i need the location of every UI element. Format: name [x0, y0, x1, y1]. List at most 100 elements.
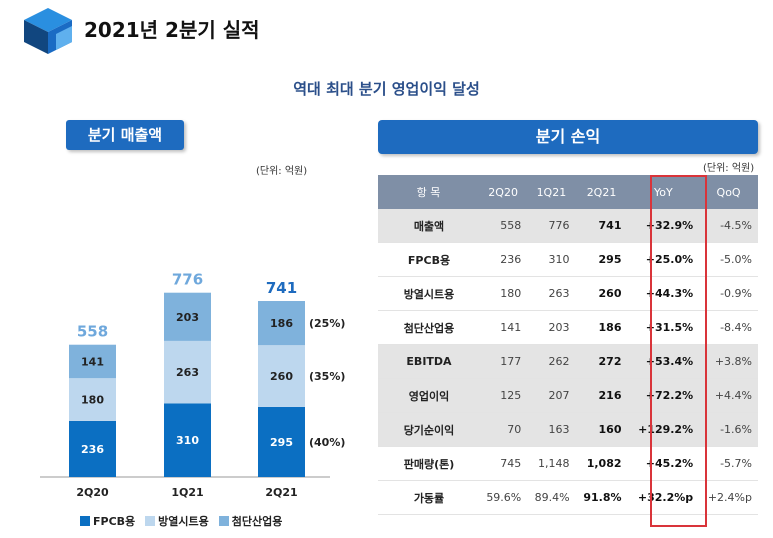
bar-value-label: 186: [270, 317, 293, 330]
table-cell: -4.5%: [699, 209, 758, 243]
share-label: (35%): [309, 370, 345, 383]
table-cell: 558: [479, 209, 528, 243]
table-cell: -5.0%: [699, 242, 758, 277]
table-cell: 295: [575, 242, 628, 277]
bar-segment: [164, 292, 211, 341]
table-row: 매출액 558 776 741 +32.9% -4.5%: [378, 209, 758, 243]
table-cell: 272: [575, 344, 628, 379]
legend-label: 방열시트용: [158, 515, 209, 528]
legend-swatch: [145, 516, 156, 526]
bar-segment: [69, 420, 116, 477]
table-cell: 177: [479, 344, 528, 379]
row-label: 방열시트용: [378, 276, 479, 311]
table-cell: 70: [479, 412, 528, 447]
pl-table-body: 매출액 558 776 741 +32.9% -4.5% FPCB용 236 310 295 +25…: [378, 209, 758, 515]
bar-segment: [258, 301, 305, 346]
table-row: 당기순이익 70 163 160 +129.2% -1.6%: [378, 412, 758, 447]
table-cell: 59.6%: [479, 480, 528, 515]
table-cell: +32.9%: [627, 209, 700, 243]
table-cell: +2.4%p: [699, 480, 758, 515]
table-cell: +3.8%: [699, 344, 758, 379]
category-tick-label: 2Q21: [265, 486, 297, 499]
table-row: EBITDA 177 262 272 +53.4% +3.8%: [378, 344, 758, 379]
table-cell: 89.4%: [527, 480, 576, 515]
company-logo-icon: [24, 8, 72, 54]
table-cell: -5.7%: [699, 446, 758, 481]
bar-segment: [164, 340, 211, 404]
legend-label: 첨단산업용: [231, 515, 283, 528]
row-label: 당기순이익: [378, 412, 479, 447]
table-cell: 262: [527, 344, 576, 379]
legend-swatch: [218, 516, 229, 526]
bar-value-label: 263: [176, 366, 199, 379]
bar-value-label: 260: [270, 370, 293, 383]
pl-table: 항 목 2Q20 1Q21 2Q21 YoY QoQ 매출액 558 776 741 +…: [378, 175, 758, 515]
table-cell: 186: [575, 310, 628, 345]
category-tick-label: 2Q20: [76, 486, 109, 499]
col-header-yoy: YoY: [627, 175, 700, 209]
bar-value-label: 180: [81, 394, 104, 407]
bar-total-label: 776: [172, 271, 203, 289]
table-cell: 741: [575, 209, 628, 243]
left-unit-label: (단위: 억원): [256, 166, 308, 177]
table-cell: 216: [575, 378, 628, 413]
table-cell: -1.6%: [699, 412, 758, 447]
table-cell: +31.5%: [627, 310, 700, 345]
quarterly-revenue-chart: 236 180 141 558 2Q20 310 263 203 776 1Q21 295 (40%)…: [40, 271, 345, 499]
table-cell: -0.9%: [699, 276, 758, 311]
row-label: EBITDA: [378, 344, 479, 379]
table-row: 가동률 59.6% 89.4% 91.8% +32.2%p +2.4%p: [378, 480, 758, 515]
table-cell: +129.2%: [627, 412, 700, 447]
right-unit-label: (단위: 억원): [703, 163, 755, 174]
bar-value-label: 141: [81, 355, 104, 368]
row-label: 첨단산업용: [378, 310, 479, 345]
table-cell: +72.2%: [627, 378, 700, 413]
share-label: (25%): [309, 317, 345, 330]
table-cell: +44.3%: [627, 276, 700, 311]
quarterly-pl-header: 분기 손익: [378, 120, 758, 154]
legend-item-advanced: 첨단산업용: [218, 513, 283, 529]
col-header-1q21: 1Q21: [527, 175, 576, 209]
table-row: 영업이익 125 207 216 +72.2% +4.4%: [378, 378, 758, 413]
row-label: 영업이익: [378, 378, 479, 413]
table-cell: -8.4%: [699, 310, 758, 345]
legend-item-heat-sheet: 방열시트용: [145, 513, 209, 529]
bar-segment: [258, 406, 305, 477]
table-cell: 163: [527, 412, 576, 447]
row-label: 매출액: [378, 209, 479, 243]
bar-value-label: 295: [270, 436, 293, 449]
table-cell: 141: [479, 310, 528, 345]
table-row: 첨단산업용 141 203 186 +31.5% -8.4%: [378, 310, 758, 345]
table-cell: 263: [527, 276, 576, 311]
col-header-item: 항 목: [378, 175, 479, 209]
bar-segment: [69, 378, 116, 421]
page-subtitle: 역대 최대 분기 영업이익 달성: [293, 80, 480, 98]
row-label: 가동률: [378, 480, 479, 515]
table-cell: +25.0%: [627, 242, 700, 277]
table-cell: 776: [527, 209, 576, 243]
table-cell: +45.2%: [627, 446, 700, 481]
legend-swatch: [80, 516, 90, 526]
bar-segment: [258, 345, 305, 407]
table-cell: +4.4%: [699, 378, 758, 413]
table-cell: 1,148: [527, 446, 576, 481]
bar-total-label: 558: [77, 323, 108, 341]
chart-legend: FPCB용 방열시트용 첨단산업용: [80, 513, 282, 529]
table-cell: +32.2%p: [627, 480, 700, 515]
bar-value-label: 203: [176, 311, 199, 324]
col-header-2q20: 2Q20: [479, 175, 528, 209]
share-label: (40%): [309, 436, 345, 449]
page-title: 2021년 2분기 실적: [84, 18, 260, 42]
table-row: FPCB용 236 310 295 +25.0% -5.0%: [378, 242, 758, 277]
table-row: 판매량(톤) 745 1,148 1,082 +45.2% -5.7%: [378, 446, 758, 481]
row-label: 판매량(톤): [378, 446, 479, 481]
quarterly-revenue-header: 분기 매출액: [66, 120, 184, 150]
legend-item-fpcb: FPCB용: [80, 513, 135, 529]
row-label: FPCB용: [378, 242, 479, 277]
bar-segment: [69, 344, 116, 379]
table-cell: 310: [527, 242, 576, 277]
table-cell: +53.4%: [627, 344, 700, 379]
col-header-2q21: 2Q21: [575, 175, 628, 209]
table-cell: 91.8%: [575, 480, 628, 515]
table-cell: 203: [527, 310, 576, 345]
